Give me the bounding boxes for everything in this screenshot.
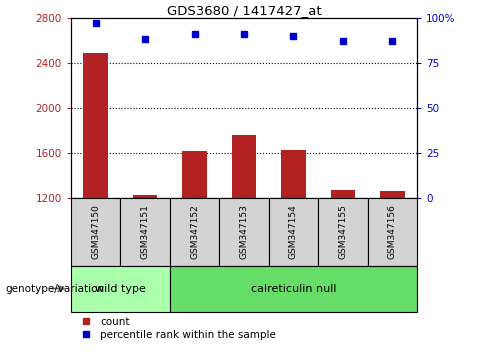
Text: wild type: wild type xyxy=(95,284,146,293)
Text: genotype/variation: genotype/variation xyxy=(5,284,104,293)
Bar xyxy=(170,266,417,312)
Bar xyxy=(219,198,269,266)
Text: GSM347154: GSM347154 xyxy=(289,205,298,259)
Bar xyxy=(331,190,355,198)
Bar xyxy=(318,198,368,266)
Bar xyxy=(71,198,120,266)
Legend: count, percentile rank within the sample: count, percentile rank within the sample xyxy=(76,317,276,340)
Title: GDS3680 / 1417427_at: GDS3680 / 1417427_at xyxy=(167,4,321,17)
Text: GSM347156: GSM347156 xyxy=(388,204,397,259)
Text: calreticulin null: calreticulin null xyxy=(251,284,336,293)
Text: GSM347152: GSM347152 xyxy=(190,205,199,259)
Bar xyxy=(232,135,256,198)
Bar xyxy=(269,198,318,266)
Text: GSM347155: GSM347155 xyxy=(339,204,347,259)
Bar xyxy=(380,192,405,198)
Bar xyxy=(182,151,207,198)
Bar xyxy=(120,198,170,266)
Bar xyxy=(83,53,108,198)
Bar xyxy=(71,266,170,312)
Text: GSM347150: GSM347150 xyxy=(91,204,100,259)
Bar xyxy=(133,195,157,198)
Text: GSM347153: GSM347153 xyxy=(240,204,248,259)
Bar xyxy=(170,198,219,266)
Bar xyxy=(368,198,417,266)
Text: GSM347151: GSM347151 xyxy=(141,204,149,259)
Bar xyxy=(281,150,306,198)
